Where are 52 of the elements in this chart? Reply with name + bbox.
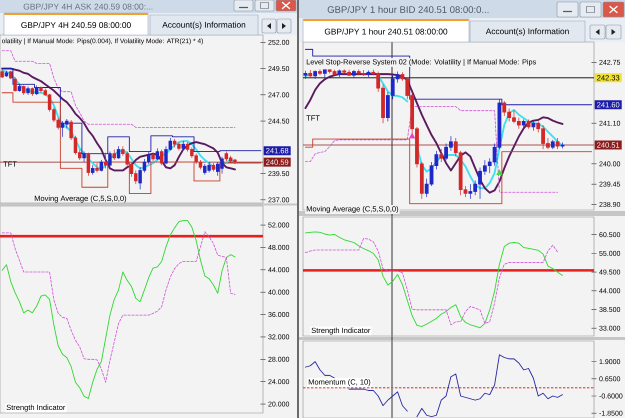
candlestick bbox=[100, 160, 104, 172]
candlestick bbox=[366, 70, 370, 78]
text: Account(s) Information bbox=[162, 22, 246, 30]
candlestick bbox=[526, 119, 530, 130]
candlestick bbox=[207, 162, 211, 173]
candlestick bbox=[4, 70, 8, 78]
candlestick bbox=[522, 119, 526, 130]
text: Account(s) Information bbox=[486, 28, 569, 36]
line-series bbox=[2, 220, 236, 399]
candlestick bbox=[104, 152, 108, 169]
candlestick bbox=[220, 156, 224, 174]
candlestick bbox=[224, 151, 228, 162]
candlestick bbox=[556, 138, 560, 150]
candlestick bbox=[90, 164, 94, 175]
candlestick bbox=[9, 70, 13, 80]
candlestick bbox=[352, 70, 356, 79]
candlestick bbox=[177, 142, 181, 151]
candlestick bbox=[13, 76, 17, 92]
candlestick bbox=[212, 162, 216, 172]
candlestick bbox=[112, 149, 116, 160]
candlestick bbox=[318, 68, 322, 76]
candlestick bbox=[308, 70, 312, 78]
candlestick bbox=[82, 151, 86, 162]
candlestick bbox=[86, 152, 90, 176]
chart-title: GBP/JPY 4H ASK 240.59 08:00:... bbox=[24, 3, 152, 10]
candlestick bbox=[531, 121, 536, 131]
candlestick bbox=[203, 164, 207, 175]
candlestick bbox=[172, 138, 176, 148]
candlestick bbox=[228, 155, 232, 164]
candlestick bbox=[160, 149, 164, 166]
candlestick bbox=[39, 86, 43, 94]
chart-subtitle: GBP/JPY 1 hour 240.51 08:00:00 bbox=[324, 28, 448, 35]
candlestick bbox=[151, 152, 155, 162]
candlestick bbox=[30, 87, 34, 96]
candlestick bbox=[156, 148, 160, 160]
candlestick bbox=[60, 120, 64, 138]
candlestick bbox=[0, 69, 4, 78]
candlestick bbox=[313, 70, 318, 80]
chart-subtitle: GBP/JPY 4H 240.59 08:00:00 bbox=[21, 22, 131, 28]
candlestick bbox=[560, 142, 564, 149]
candlestick bbox=[337, 69, 342, 78]
candlestick bbox=[108, 151, 112, 167]
candlestick bbox=[95, 162, 99, 173]
candlestick bbox=[26, 86, 30, 96]
candlestick bbox=[116, 146, 120, 160]
candlestick bbox=[34, 85, 38, 96]
candlestick bbox=[304, 70, 308, 80]
candlestick bbox=[18, 84, 22, 92]
chart-title: GBP/JPY 1 hour BID 240.51 08:00:0... bbox=[328, 6, 488, 13]
candlestick bbox=[22, 85, 26, 96]
candlestick bbox=[182, 140, 185, 150]
candlestick bbox=[233, 158, 237, 164]
